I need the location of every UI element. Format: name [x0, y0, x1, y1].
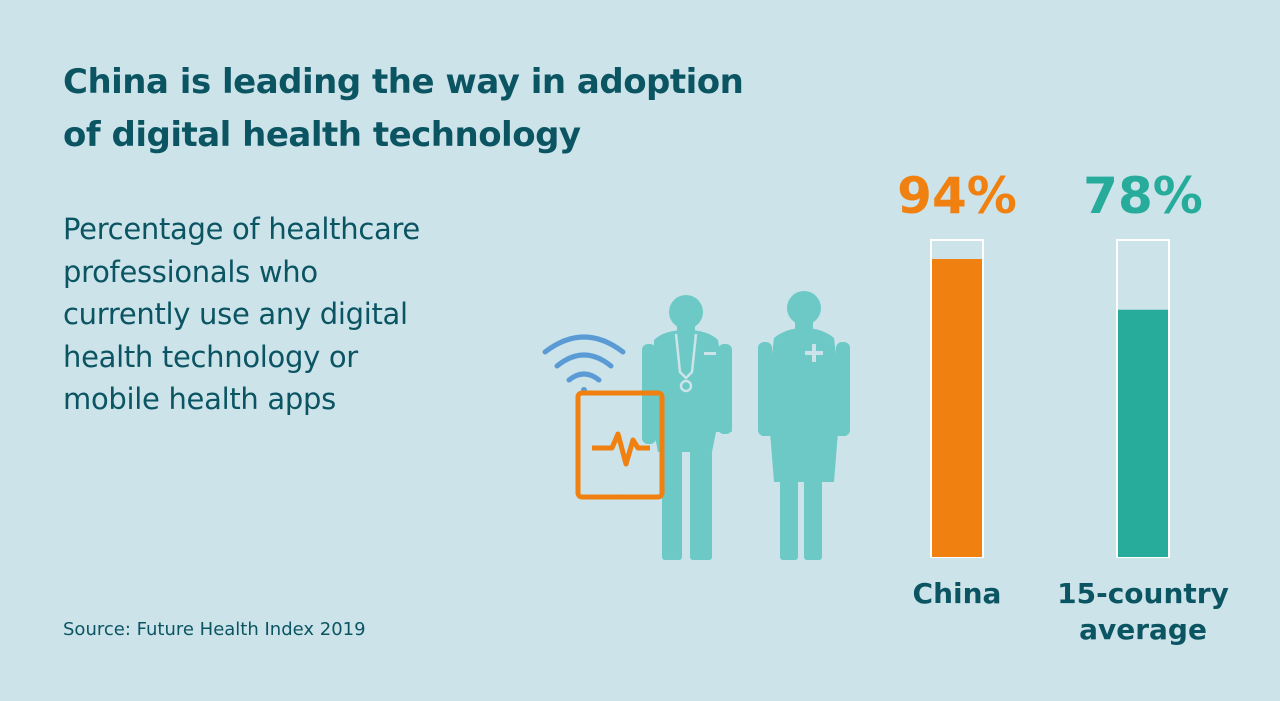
doctor-pocket-icon — [704, 352, 716, 355]
bar-china — [932, 259, 982, 557]
stethoscope-icon — [674, 333, 698, 393]
category-label-china: China — [842, 576, 1072, 612]
category-label-average: 15-country average — [1028, 576, 1258, 648]
description-line-5: mobile health apps — [63, 382, 336, 416]
description-line-1: Percentage of healthcare — [63, 212, 420, 246]
nurse-cross-icon — [805, 344, 823, 362]
page-title: China is leading the way in adoption of … — [63, 56, 863, 162]
value-label-average: 78% — [1083, 167, 1203, 225]
description-line-4: health technology or — [63, 339, 358, 374]
source-note: Source: Future Health Index 2019 — [63, 619, 366, 640]
wifi-icon — [542, 334, 626, 393]
nurse-icon — [758, 291, 850, 560]
value-label-china: 94% — [897, 167, 1017, 225]
category-label-average-line-1: 15-country — [1057, 577, 1229, 610]
bar-average — [1118, 309, 1168, 557]
category-label-china-line-1: China — [912, 577, 1002, 610]
title-line-2: of digital health technology — [63, 115, 581, 155]
description-line-2: professionals who — [63, 254, 318, 289]
tablet-heartbeat-icon — [575, 390, 665, 500]
doctor-icon — [642, 295, 732, 560]
description-line-3: currently use any digital — [63, 297, 408, 331]
chart-description: Percentage of healthcare professionals w… — [63, 208, 503, 421]
title-line-1: China is leading the way in adoption — [63, 62, 744, 102]
category-label-average-line-2: average — [1079, 613, 1207, 646]
